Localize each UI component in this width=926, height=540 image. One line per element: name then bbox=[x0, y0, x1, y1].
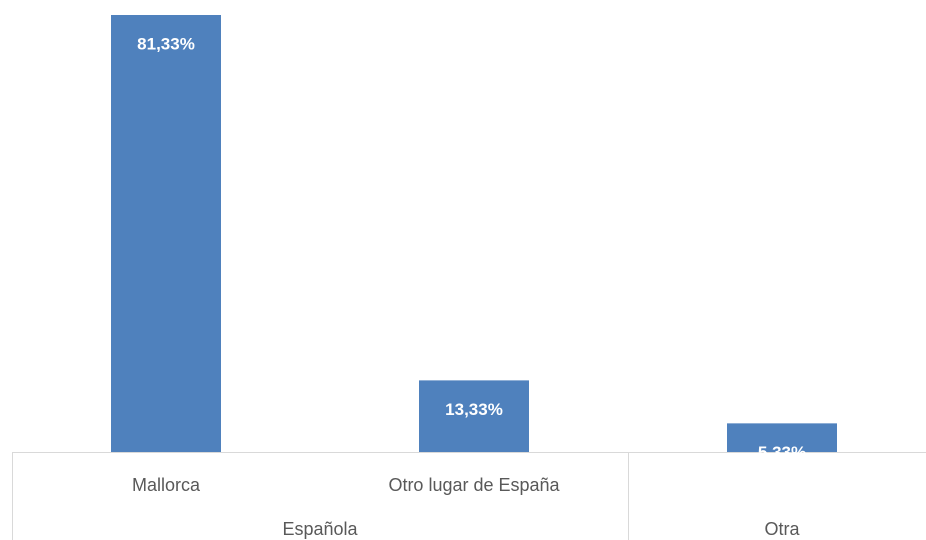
x-tick-label: Otro lugar de España bbox=[388, 475, 560, 495]
group-label: Otra bbox=[764, 519, 800, 539]
data-label: 5,33% bbox=[758, 443, 806, 462]
group-label: Española bbox=[282, 519, 358, 539]
data-label: 81,33% bbox=[137, 34, 195, 53]
bar bbox=[727, 423, 837, 452]
data-label: 13,33% bbox=[445, 400, 503, 419]
x-tick-label: Mallorca bbox=[132, 475, 201, 495]
bar bbox=[419, 380, 529, 452]
bar bbox=[111, 15, 221, 452]
